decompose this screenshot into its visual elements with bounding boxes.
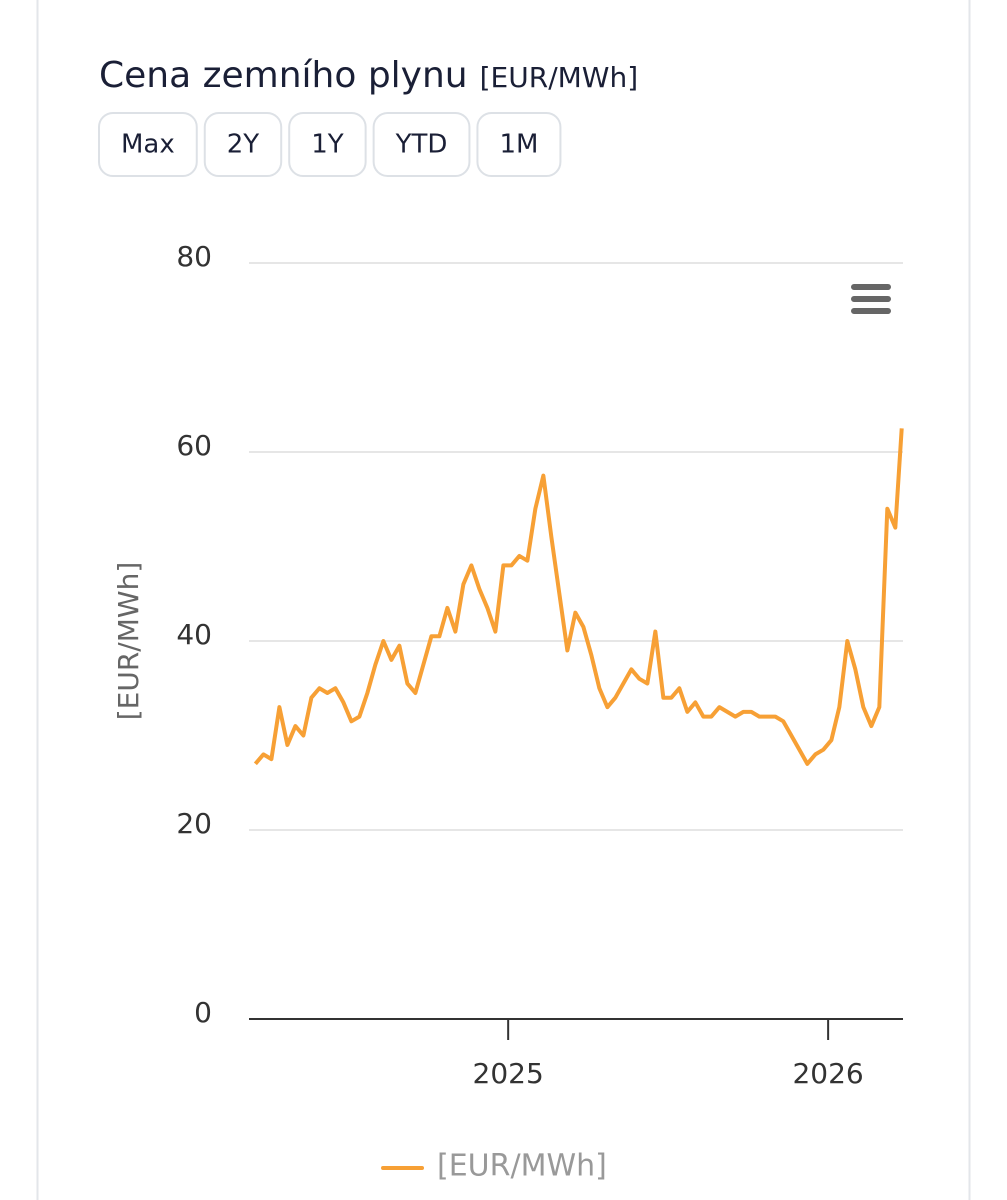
y-tick-label: 40 <box>176 618 212 651</box>
y-tick-label: 20 <box>176 807 212 840</box>
range-button-label: Max <box>121 130 175 160</box>
range-button[interactable]: YTD <box>372 112 471 177</box>
chart-title: Cena zemního plynu <box>99 55 468 96</box>
range-button-label: 1M <box>499 130 538 160</box>
range-button-bg <box>372 112 471 177</box>
range-button[interactable]: 2Y <box>203 112 283 177</box>
range-button[interactable]: 1M <box>476 112 562 177</box>
range-button-bg <box>203 112 283 177</box>
chart-title-unit: [EUR/MWh] <box>480 61 639 94</box>
range-button[interactable]: Max <box>98 112 198 177</box>
range-button-bg <box>98 112 198 177</box>
legend-label: [EUR/MWh] <box>437 1149 607 1184</box>
range-button-bg <box>476 112 562 177</box>
data-line <box>253 428 904 766</box>
range-button-label: 2Y <box>227 130 260 160</box>
x-tick-label: 2026 <box>792 1057 863 1090</box>
range-button-label: YTD <box>395 130 448 160</box>
y-tick-label: 0 <box>194 996 212 1029</box>
x-tick-label: 2025 <box>473 1057 544 1090</box>
y-tick-label: 80 <box>176 240 212 273</box>
y-tick-label: 60 <box>176 429 212 462</box>
range-button-label: 1Y <box>311 130 344 160</box>
range-button-bg <box>288 112 367 177</box>
y-axis-label: [EUR/MWh] <box>112 562 145 721</box>
range-button[interactable]: 1Y <box>288 112 367 177</box>
menu-icon[interactable] <box>851 284 891 314</box>
